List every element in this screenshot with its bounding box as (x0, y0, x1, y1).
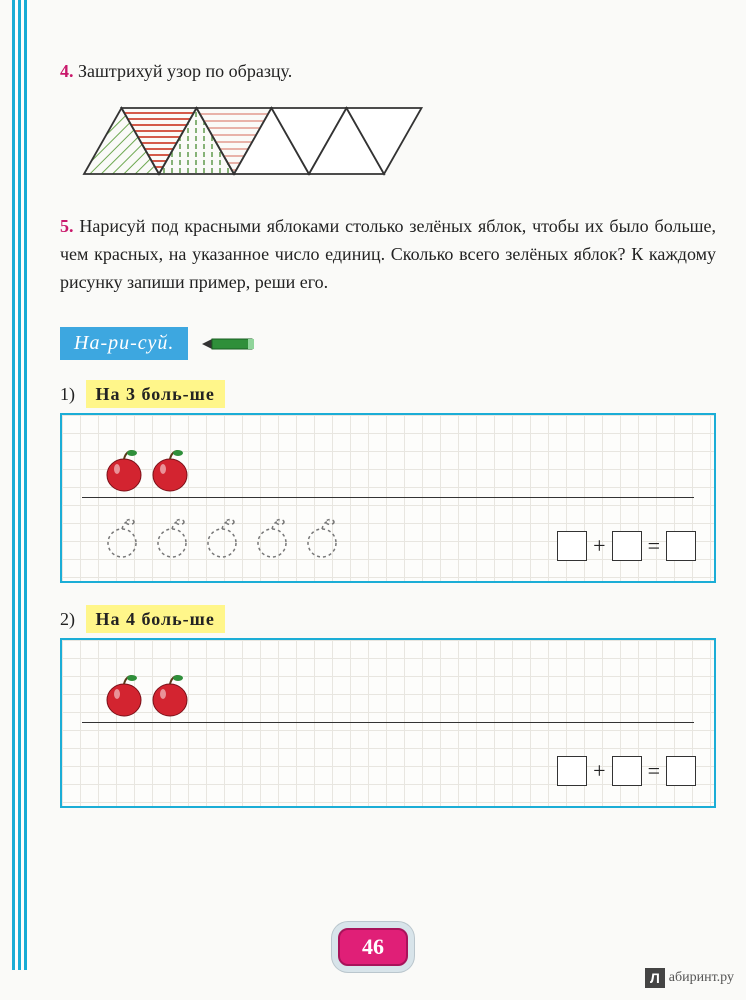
sub-2-number: 2) (60, 609, 75, 629)
apple-icon (153, 450, 187, 491)
equation-box[interactable] (557, 531, 587, 561)
sub-1-label-row: 1) На 3 боль-ше (60, 384, 716, 405)
draw-label-row: На-ри-суй. (60, 315, 716, 378)
task-4-text: Заштрихуй узор по образцу. (78, 61, 292, 81)
sub-2-red-apples (102, 670, 212, 725)
task-5-line: 5. Нарисуй под красными яблоками столько… (60, 213, 716, 297)
equation-box[interactable] (612, 531, 642, 561)
triangles-pattern (80, 104, 716, 185)
task-4: 4. Заштрихуй узор по образцу. (60, 58, 716, 185)
sub-1-red-apples (102, 445, 212, 500)
side-accent-bar (12, 0, 30, 970)
watermark-logo: Л (645, 968, 665, 988)
equals-sign: = (648, 533, 660, 559)
sub-1-number: 1) (60, 384, 75, 404)
sub-2-label-row: 2) На 4 боль-ше (60, 609, 716, 630)
apple-icon (107, 675, 141, 716)
sub-2-label: На 4 боль-ше (86, 605, 225, 633)
sub-1-midline (82, 497, 694, 498)
page-number-badge: 46 (338, 928, 408, 966)
page-content: 4. Заштрихуй узор по образцу. (60, 40, 716, 834)
apple-outline-icon (208, 519, 236, 557)
pencil-icon (200, 333, 258, 360)
task-5-number: 5. (60, 216, 74, 236)
sub-1-equation: + = (557, 531, 696, 561)
sub-1-apple-outlines (102, 513, 422, 572)
plus-sign: + (593, 758, 605, 784)
task-5-text: Нарисуй под красными яблоками столько зе… (60, 216, 716, 292)
sub-2-equation: + = (557, 756, 696, 786)
apple-outline-icon (158, 519, 186, 557)
watermark: Л абиринт.ру (645, 968, 734, 988)
apple-icon (107, 450, 141, 491)
equals-sign: = (648, 758, 660, 784)
apple-icon (153, 675, 187, 716)
draw-label: На-ри-суй. (60, 327, 188, 360)
sub-2-box: + = (60, 638, 716, 808)
sub-1-box: + = (60, 413, 716, 583)
apple-outline-icon (308, 519, 336, 557)
task-4-number: 4. (60, 61, 74, 81)
sub-1-label: На 3 боль-ше (86, 380, 225, 408)
equation-box[interactable] (666, 756, 696, 786)
equation-box[interactable] (557, 756, 587, 786)
equation-box[interactable] (612, 756, 642, 786)
sub-2-midline (82, 722, 694, 723)
watermark-text: абиринт.ру (669, 970, 734, 986)
equation-box[interactable] (666, 531, 696, 561)
apple-outline-icon (108, 519, 136, 557)
plus-sign: + (593, 533, 605, 559)
apple-outline-icon (258, 519, 286, 557)
task-4-line: 4. Заштрихуй узор по образцу. (60, 58, 716, 86)
task-5: 5. Нарисуй под красными яблоками столько… (60, 213, 716, 808)
